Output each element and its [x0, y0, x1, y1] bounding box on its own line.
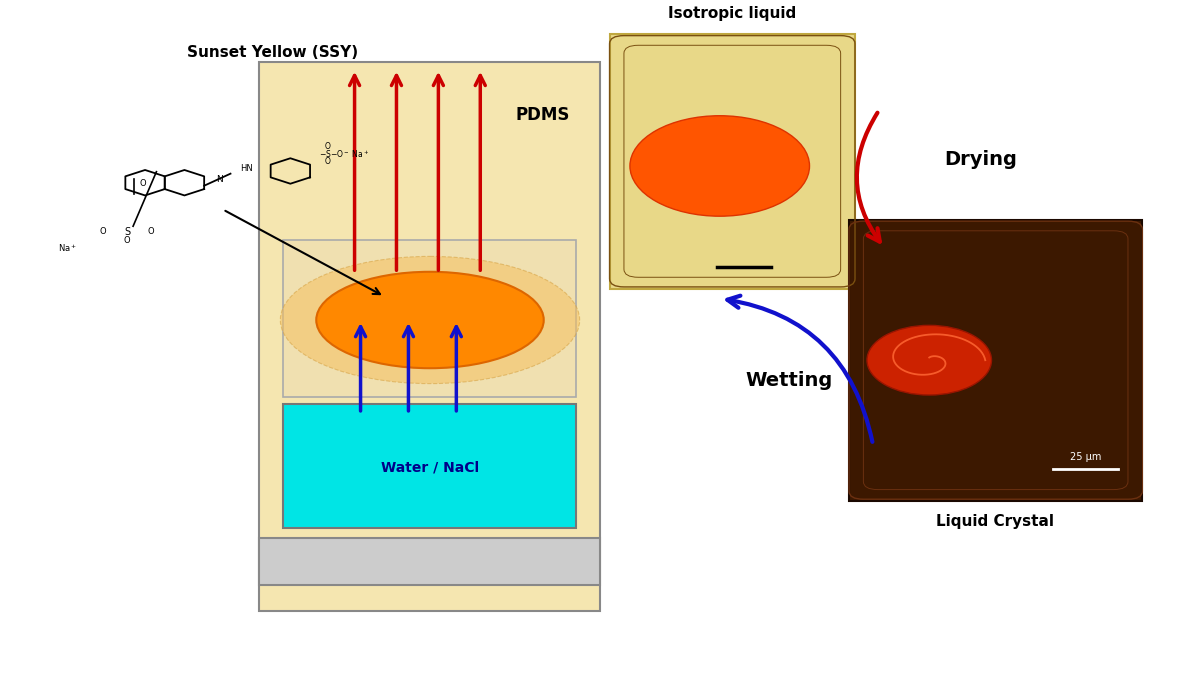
Text: N: N: [216, 174, 223, 184]
Ellipse shape: [281, 256, 580, 384]
Text: HN: HN: [240, 164, 253, 173]
Text: Sunset Yellow (SSY): Sunset Yellow (SSY): [187, 45, 358, 61]
Ellipse shape: [317, 272, 544, 368]
Bar: [283, 240, 576, 397]
Text: Liquid Crystal: Liquid Crystal: [936, 514, 1054, 529]
Text: O: O: [139, 179, 146, 188]
FancyArrowPatch shape: [857, 112, 880, 242]
Text: PDMS: PDMS: [516, 106, 570, 124]
Text: $-$S$-$O$^-$ Na$^+$: $-$S$-$O$^-$ Na$^+$: [319, 148, 370, 160]
Text: Water / NaCl: Water / NaCl: [380, 460, 479, 474]
Bar: [850, 219, 1142, 501]
Text: O: O: [148, 227, 155, 236]
Bar: [283, 404, 576, 528]
Text: Wetting: Wetting: [745, 371, 833, 390]
Text: S: S: [124, 227, 130, 237]
Text: Drying: Drying: [944, 150, 1018, 169]
Text: O: O: [324, 157, 330, 166]
Text: O: O: [124, 236, 131, 246]
Bar: [259, 62, 600, 611]
Text: Isotropic liquid: Isotropic liquid: [667, 5, 796, 21]
Circle shape: [630, 116, 810, 216]
Bar: [259, 538, 600, 585]
Text: O: O: [324, 143, 330, 151]
Text: Na$^+$: Na$^+$: [58, 242, 77, 254]
FancyArrowPatch shape: [727, 295, 872, 442]
Circle shape: [866, 325, 991, 395]
Text: 25 μm: 25 μm: [1070, 452, 1102, 462]
Bar: [610, 34, 856, 289]
Text: O: O: [100, 227, 107, 236]
